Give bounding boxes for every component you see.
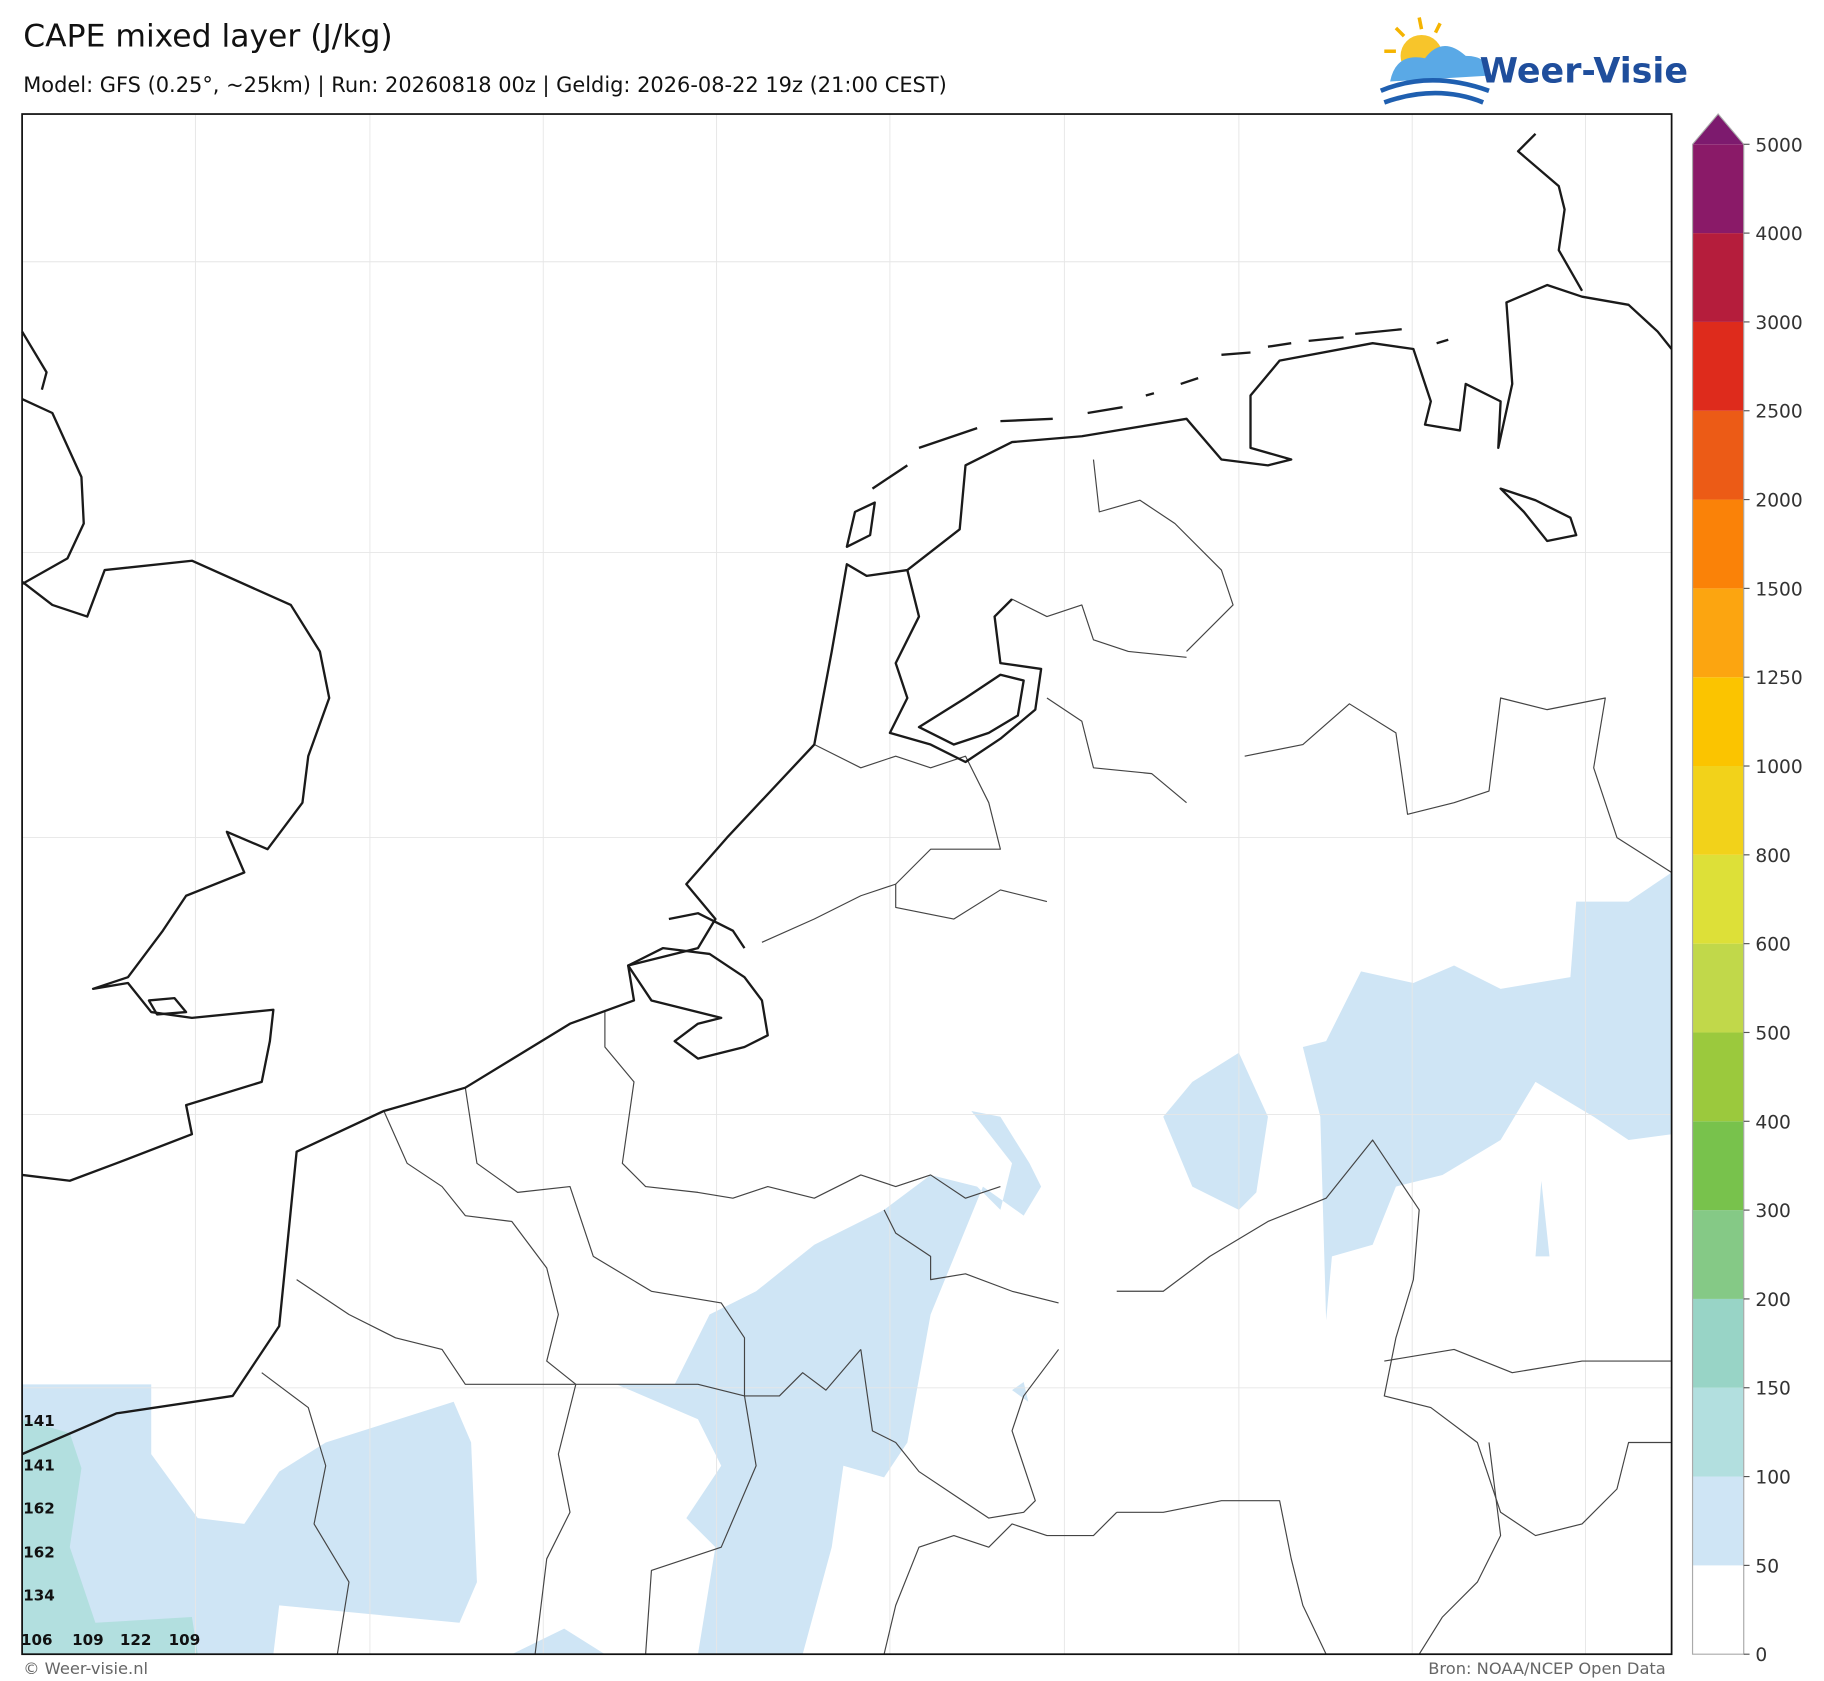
graticule <box>22 114 1672 1655</box>
colorbar-segment <box>1692 144 1744 234</box>
colorbar-tick-label: 1500 <box>1755 579 1802 600</box>
point-value: 134 <box>23 1587 55 1605</box>
colorbar-segment <box>1692 321 1744 411</box>
point-value: 162 <box>23 1544 55 1562</box>
cape-area <box>22 872 1672 1655</box>
colorbar-segment <box>1692 588 1744 678</box>
colorbar-tick-label: 2000 <box>1755 491 1802 512</box>
point-value: 109 <box>72 1631 104 1649</box>
footer-right: Bron: NOAA/NCEP Open Data <box>1428 1659 1666 1678</box>
point-values: 141 141 162 162 134 106 109 122 109 <box>21 1412 200 1649</box>
colorbar-segment <box>1692 233 1744 322</box>
colorbar-segment <box>1692 766 1744 855</box>
colorbar-tick-label: 3000 <box>1755 313 1802 334</box>
colorbar-segment <box>1692 1476 1744 1566</box>
colorbar-segment <box>1692 943 1744 1033</box>
colorbar-segment <box>1692 677 1744 767</box>
colorbar-tick-label: 800 <box>1755 846 1791 867</box>
point-value: 141 <box>23 1456 55 1474</box>
colorbar-tick-label: 1250 <box>1755 668 1802 689</box>
colorbar-segment <box>1692 1387 1744 1477</box>
colorbar-segment <box>1692 1210 1744 1299</box>
map: 141 141 162 162 134 106 109 122 109 <box>21 113 1673 1656</box>
colorbar-segment <box>1692 410 1744 500</box>
colorbar-tick-label: 500 <box>1755 1023 1791 1044</box>
coastline <box>21 132 1673 1456</box>
colorbar-segment <box>1692 1032 1744 1122</box>
colorbar: 0 50 100 150 200 300 400 500 600 800 1000 1250 1500 2… <box>1691 113 1803 1666</box>
colorbar-tick-label: 100 <box>1755 1468 1791 1489</box>
colorbar-tick-label: 5000 <box>1755 135 1802 156</box>
colorbar-outline <box>1691 113 1745 1655</box>
point-value: 162 <box>23 1499 55 1517</box>
colorbar-tick-label: 150 <box>1755 1379 1791 1400</box>
colorbar-tick-label: 2500 <box>1755 402 1802 423</box>
logo-text: Weer-Visie <box>1480 52 1688 92</box>
colorbar-tick-label: 600 <box>1755 935 1791 956</box>
title: CAPE mixed layer (J/kg) <box>23 19 392 55</box>
colorbar-segment <box>1692 1565 1744 1655</box>
colorbar-tick-label: 200 <box>1755 1290 1791 1311</box>
logo: Weer-Visie <box>1379 17 1688 105</box>
colorbar-segment <box>1692 1298 1744 1388</box>
colorbar-segment <box>1692 854 1744 944</box>
point-value: 109 <box>169 1631 201 1649</box>
point-value: 122 <box>120 1631 152 1649</box>
colorbar-tick-label: 300 <box>1755 1201 1791 1222</box>
colorbar-segment <box>1692 1121 1744 1211</box>
point-value: 141 <box>23 1412 55 1430</box>
colorbar-extension <box>1692 114 1744 145</box>
colorbar-tick-label: 4000 <box>1755 224 1802 245</box>
subtitle: Model: GFS (0.25°, ~25km) | Run: 2026081… <box>23 73 947 98</box>
colorbar-tick-label: 0 <box>1755 1645 1767 1666</box>
colorbar-tick-label: 50 <box>1755 1556 1779 1577</box>
footer-left: © Weer-visie.nl <box>23 1659 148 1678</box>
colorbar-tick-label: 400 <box>1755 1112 1791 1133</box>
colorbar-tick-label: 1000 <box>1755 757 1802 778</box>
colorbar-segment <box>1692 499 1744 589</box>
point-value: 106 <box>21 1631 53 1649</box>
borders <box>261 459 1672 1655</box>
